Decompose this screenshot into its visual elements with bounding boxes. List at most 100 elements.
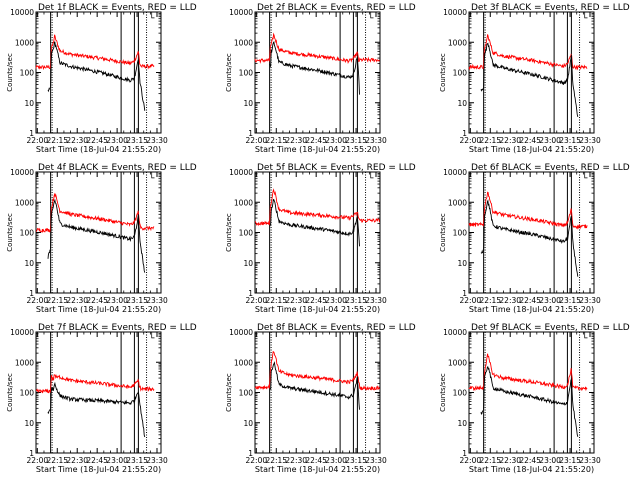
- events-series: [50, 381, 146, 438]
- legend-glyph: └: [368, 12, 374, 24]
- x-tick-label: 22:15: [265, 136, 287, 145]
- x-tick-label: 23:30: [146, 456, 168, 465]
- x-tick-label: 23:15: [559, 136, 581, 145]
- events-series: [483, 199, 579, 277]
- x-tick-label: 22:00: [460, 296, 482, 305]
- x-axis-label: Start Time (18-Jul-04 21:55:20): [36, 145, 161, 154]
- y-tick-label: 10: [24, 419, 34, 428]
- x-tick-label: 22:30: [66, 296, 88, 305]
- panel-title: Det 9f BLACK = Events, RED = LLD: [471, 323, 630, 333]
- y-tick-label: 1000: [448, 198, 467, 207]
- panel-5: Det 5f BLACK = Events, RED = LLD 1 10 100 10…: [225, 163, 416, 314]
- y-tick-label: 100: [453, 229, 468, 238]
- lld-series: [254, 188, 380, 227]
- y-tick-label: 1000: [15, 358, 34, 367]
- legend-glyph: └: [149, 172, 155, 184]
- panel-3: Det 3f BLACK = Events, RED = LLD 1 10 100 10…: [439, 3, 630, 154]
- x-tick-label: 23:15: [345, 136, 367, 145]
- x-tick-label: 22:15: [479, 136, 501, 145]
- x-tick-label: 22:00: [27, 136, 49, 145]
- y-axis-label: Counts/sec: [439, 53, 447, 92]
- y-tick-label: 10000: [10, 8, 34, 17]
- y-tick-label: 100: [239, 69, 254, 78]
- lld-series: [468, 353, 588, 392]
- y-tick-label: 1: [29, 129, 34, 138]
- x-tick-label: 22:00: [460, 136, 482, 145]
- x-tick-label: 23:30: [579, 136, 601, 145]
- plot-frame: [35, 331, 162, 454]
- lld-series: [35, 374, 155, 394]
- y-tick-label: 1000: [234, 198, 253, 207]
- x-tick-label: 23:00: [325, 136, 347, 145]
- panel-7: Det 7f BLACK = Events, RED = LLD 1 10 100 10…: [6, 323, 197, 474]
- x-tick-label: 22:30: [285, 136, 307, 145]
- lld-series: [254, 351, 380, 391]
- y-tick-label: 10: [24, 99, 34, 108]
- x-tick-label: 22:30: [285, 296, 307, 305]
- panel-title: Det 7f BLACK = Events, RED = LLD: [38, 323, 197, 333]
- y-tick-label: 100: [239, 229, 254, 238]
- x-axis-label: Start Time (18-Jul-04 21:55:20): [469, 145, 594, 154]
- x-tick-label: 23:15: [559, 296, 581, 305]
- x-tick-label: 22:15: [265, 456, 287, 465]
- y-tick-label: 1000: [448, 358, 467, 367]
- x-tick-label: 23:30: [365, 136, 387, 145]
- lld-series: [468, 34, 588, 71]
- y-axis-label: Counts/sec: [439, 213, 447, 252]
- y-tick-label: 10000: [229, 168, 253, 177]
- y-tick-label: 1000: [15, 198, 34, 207]
- y-tick-label: 10: [457, 419, 467, 428]
- events-series: [50, 41, 146, 111]
- events-pre-series: [480, 88, 484, 92]
- legend-glyph: └: [582, 172, 588, 184]
- y-tick-label: 10000: [443, 168, 467, 177]
- x-tick-label: 23:30: [365, 296, 387, 305]
- y-tick-label: 1: [29, 289, 34, 298]
- x-tick-label: 23:00: [106, 456, 128, 465]
- y-axis-label: Counts/sec: [6, 373, 14, 412]
- y-tick-label: 10000: [443, 8, 467, 17]
- y-tick-label: 10: [243, 419, 253, 428]
- x-tick-label: 22:15: [479, 456, 501, 465]
- y-tick-label: 100: [453, 69, 468, 78]
- x-tick-label: 22:30: [499, 456, 521, 465]
- y-tick-label: 1: [29, 449, 34, 458]
- x-tick-label: 22:45: [305, 296, 327, 305]
- y-tick-label: 1: [462, 129, 467, 138]
- y-tick-label: 10000: [10, 168, 34, 177]
- x-tick-label: 23:30: [579, 296, 601, 305]
- y-axis-label: Counts/sec: [6, 53, 14, 92]
- events-pre-series: [480, 249, 484, 254]
- panel-title: Det 4f BLACK = Events, RED = LLD: [38, 163, 197, 173]
- x-axis-label: Start Time (18-Jul-04 21:55:20): [36, 465, 161, 474]
- x-tick-label: 23:15: [126, 456, 148, 465]
- x-tick-label: 22:45: [86, 136, 108, 145]
- y-tick-label: 100: [453, 389, 468, 398]
- y-axis-label: Counts/sec: [225, 213, 233, 252]
- y-tick-label: 1000: [234, 38, 253, 47]
- x-tick-label: 23:00: [325, 296, 347, 305]
- panel-title: Det 8f BLACK = Events, RED = LLD: [257, 323, 416, 333]
- y-axis-label: Counts/sec: [439, 373, 447, 412]
- panel-8: Det 8f BLACK = Events, RED = LLD 1 10 100 10…: [225, 323, 416, 474]
- y-tick-label: 10: [243, 259, 253, 268]
- x-tick-label: 22:45: [519, 456, 541, 465]
- x-tick-label: 23:15: [345, 456, 367, 465]
- x-tick-label: 22:15: [479, 296, 501, 305]
- events-pre-series: [47, 249, 51, 259]
- y-tick-label: 100: [20, 389, 35, 398]
- y-tick-label: 1: [248, 289, 253, 298]
- x-tick-label: 22:45: [305, 136, 327, 145]
- plot-frame: [254, 11, 381, 134]
- x-tick-label: 22:15: [46, 456, 68, 465]
- lld-series: [254, 32, 380, 65]
- x-axis-label: Start Time (18-Jul-04 21:55:20): [255, 465, 380, 474]
- events-pre-series: [480, 410, 484, 415]
- y-axis-label: Counts/sec: [225, 373, 233, 412]
- panel-4: Det 4f BLACK = Events, RED = LLD 1 10 100 10…: [6, 163, 197, 314]
- x-tick-label: 22:45: [519, 136, 541, 145]
- y-tick-label: 1: [462, 289, 467, 298]
- y-tick-label: 10: [24, 259, 34, 268]
- panel-2: Det 2f BLACK = Events, RED = LLD 1 10 100 10…: [225, 3, 416, 154]
- x-tick-label: 23:30: [365, 456, 387, 465]
